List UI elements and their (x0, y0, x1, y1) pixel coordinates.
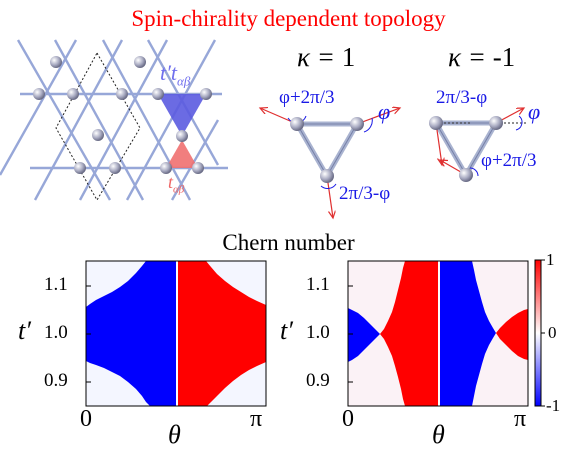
ticks-left (86, 285, 91, 383)
ytick-label: 0.9 (44, 370, 68, 391)
lattice-bonds (0, 39, 228, 201)
ytick-label: 0.9 (306, 370, 330, 391)
x-axis-label: θ (168, 420, 181, 449)
y-axis-label: t′ (280, 316, 293, 345)
ticks-right (348, 285, 353, 383)
kappa-label-1: κ = 1 (297, 42, 356, 72)
angle-label: φ (528, 99, 541, 124)
heatmap-region-blue (86, 261, 176, 406)
blue-triangle (158, 94, 206, 136)
xtick-label: 0 (342, 406, 354, 432)
figure-title: Spin-chirality dependent topology (131, 6, 446, 31)
ytick-label: 1.1 (44, 274, 68, 295)
angle-label: 2π/3-φ (436, 87, 488, 108)
ytick-label: 1.0 (306, 322, 330, 343)
angle-label: 2π/3-φ (339, 183, 391, 204)
heatmap-region-blue (348, 308, 380, 362)
x-axis-label: θ (432, 420, 445, 449)
heatmap-region-red (178, 261, 266, 406)
colorbar-tick: 0 (548, 323, 557, 342)
heatmap-region-red (496, 309, 528, 360)
ytick-label: 1.0 (44, 322, 68, 343)
unit-cell (55, 51, 141, 201)
angle-label: φ (378, 99, 391, 124)
angle-label: φ+2π/3 (279, 87, 335, 108)
lattice-sites (33, 56, 212, 174)
xtick-label: π (250, 406, 263, 432)
ytick-label: 1.1 (306, 274, 330, 295)
colorbar-tick: -1 (546, 396, 561, 415)
heatmap-region-blue (440, 261, 496, 406)
y-axis-label: t′ (18, 316, 31, 345)
xtick-label: 0 (80, 406, 92, 432)
angle-label: φ+2π/3 (481, 150, 537, 171)
xtick-label: π (514, 406, 527, 432)
kappa-label-2: κ = -1 (448, 42, 516, 72)
triangle-kappa-minus (429, 108, 526, 182)
triangle-kappa-plus (260, 108, 400, 218)
red-triangle (166, 140, 198, 168)
heatmap-region-red (380, 261, 438, 406)
chern-title: Chern number (222, 230, 355, 255)
hopping-label-upper: t′tαβ (160, 60, 191, 89)
hopping-label-lower: tαβ (168, 172, 185, 196)
colorbar-tick: 1 (546, 250, 555, 269)
